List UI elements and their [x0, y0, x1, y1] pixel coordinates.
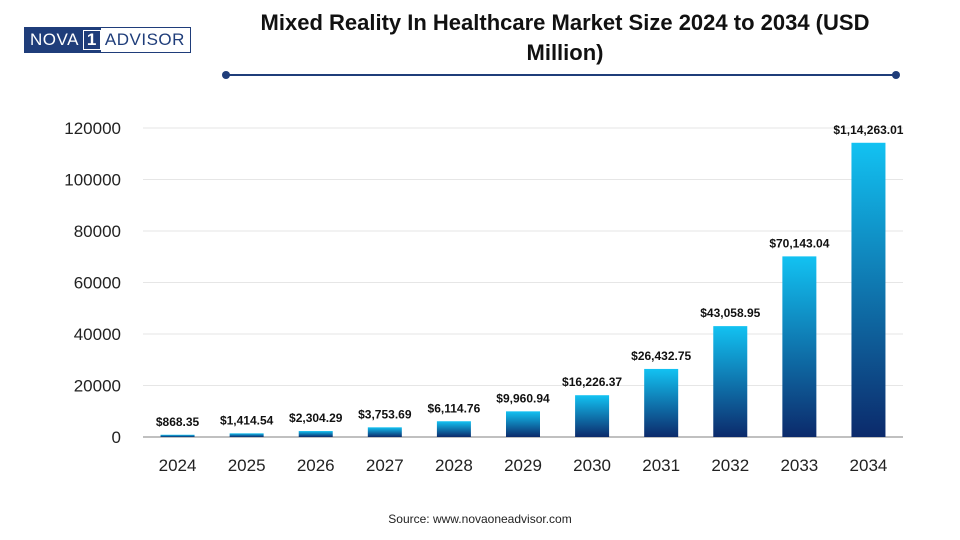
x-tick-label-2026: 2026	[297, 456, 335, 475]
x-tick-label-2033: 2033	[780, 456, 818, 475]
data-label-2028: $6,114.76	[428, 401, 481, 415]
brand-logo: NOVA 1 ADVISOR	[24, 27, 191, 53]
bars	[160, 142, 886, 437]
bar-2027	[367, 427, 402, 437]
chart-title-line-1: Mixed Reality In Healthcare Market Size …	[260, 10, 870, 35]
title-divider	[227, 74, 897, 76]
y-tick-label: 120000	[64, 119, 121, 138]
x-tick-label-2031: 2031	[642, 456, 680, 475]
logo-text-one: 1	[82, 30, 101, 50]
y-tick-label: 100000	[64, 171, 121, 190]
x-axis-ticks: 2024 2025 2026 2027 2028 2029 2030 2031 2032 2033…	[159, 456, 888, 475]
bar-2026	[298, 431, 333, 437]
logo-text-nova: NOVA	[30, 30, 79, 49]
data-label-2024: $868.35	[156, 415, 200, 429]
bar-2029	[506, 411, 540, 437]
chart-title: Mixed Reality In Healthcare Market Size …	[220, 8, 910, 68]
data-label-2026: $2,304.29	[289, 411, 343, 425]
data-label-2034: $1,14,263.01	[833, 123, 903, 137]
bar-2024	[160, 434, 195, 437]
divider-dot-left	[222, 71, 230, 79]
bar-2031	[644, 368, 679, 437]
bar-2025	[229, 433, 264, 437]
y-tick-label: 20000	[74, 377, 121, 396]
data-label-2030: $16,226.37	[562, 375, 622, 389]
x-tick-label-2028: 2028	[435, 456, 473, 475]
data-label-2029: $9,960.94	[496, 391, 550, 405]
data-label-2032: $43,058.95	[700, 306, 760, 320]
x-tick-label-2032: 2032	[711, 456, 749, 475]
x-tick-label-2029: 2029	[504, 456, 542, 475]
data-label-2031: $26,432.75	[631, 349, 691, 363]
logo-text-advisor: ADVISOR	[100, 28, 190, 52]
bar-2033	[782, 256, 817, 437]
bar-2030	[575, 395, 610, 437]
chart-title-line-2: Million)	[526, 40, 604, 65]
x-tick-label-2034: 2034	[850, 456, 888, 475]
y-tick-label: 40000	[74, 325, 121, 344]
bar-2034	[851, 142, 886, 437]
x-tick-label-2030: 2030	[573, 456, 611, 475]
y-tick-label: 0	[112, 428, 121, 447]
data-label-2025: $1,414.54	[220, 413, 274, 427]
data-label-2027: $3,753.69	[358, 407, 412, 421]
bar-2032	[713, 326, 748, 437]
bar-2028	[436, 421, 471, 437]
divider-dot-right	[892, 71, 900, 79]
x-tick-label-2025: 2025	[228, 456, 266, 475]
x-tick-label-2027: 2027	[366, 456, 404, 475]
x-tick-label-2024: 2024	[159, 456, 197, 475]
y-tick-label: 80000	[74, 222, 121, 241]
y-axis-ticks: 0 20000 40000 60000 80000 100000 120000	[64, 119, 121, 447]
data-labels: $868.35 $1,414.54 $2,304.29 $3,753.69 $6,114…	[156, 123, 904, 429]
y-tick-label: 60000	[74, 274, 121, 293]
source-note: Source: www.novaoneadvisor.com	[388, 512, 572, 526]
data-label-2033: $70,143.04	[769, 236, 829, 250]
